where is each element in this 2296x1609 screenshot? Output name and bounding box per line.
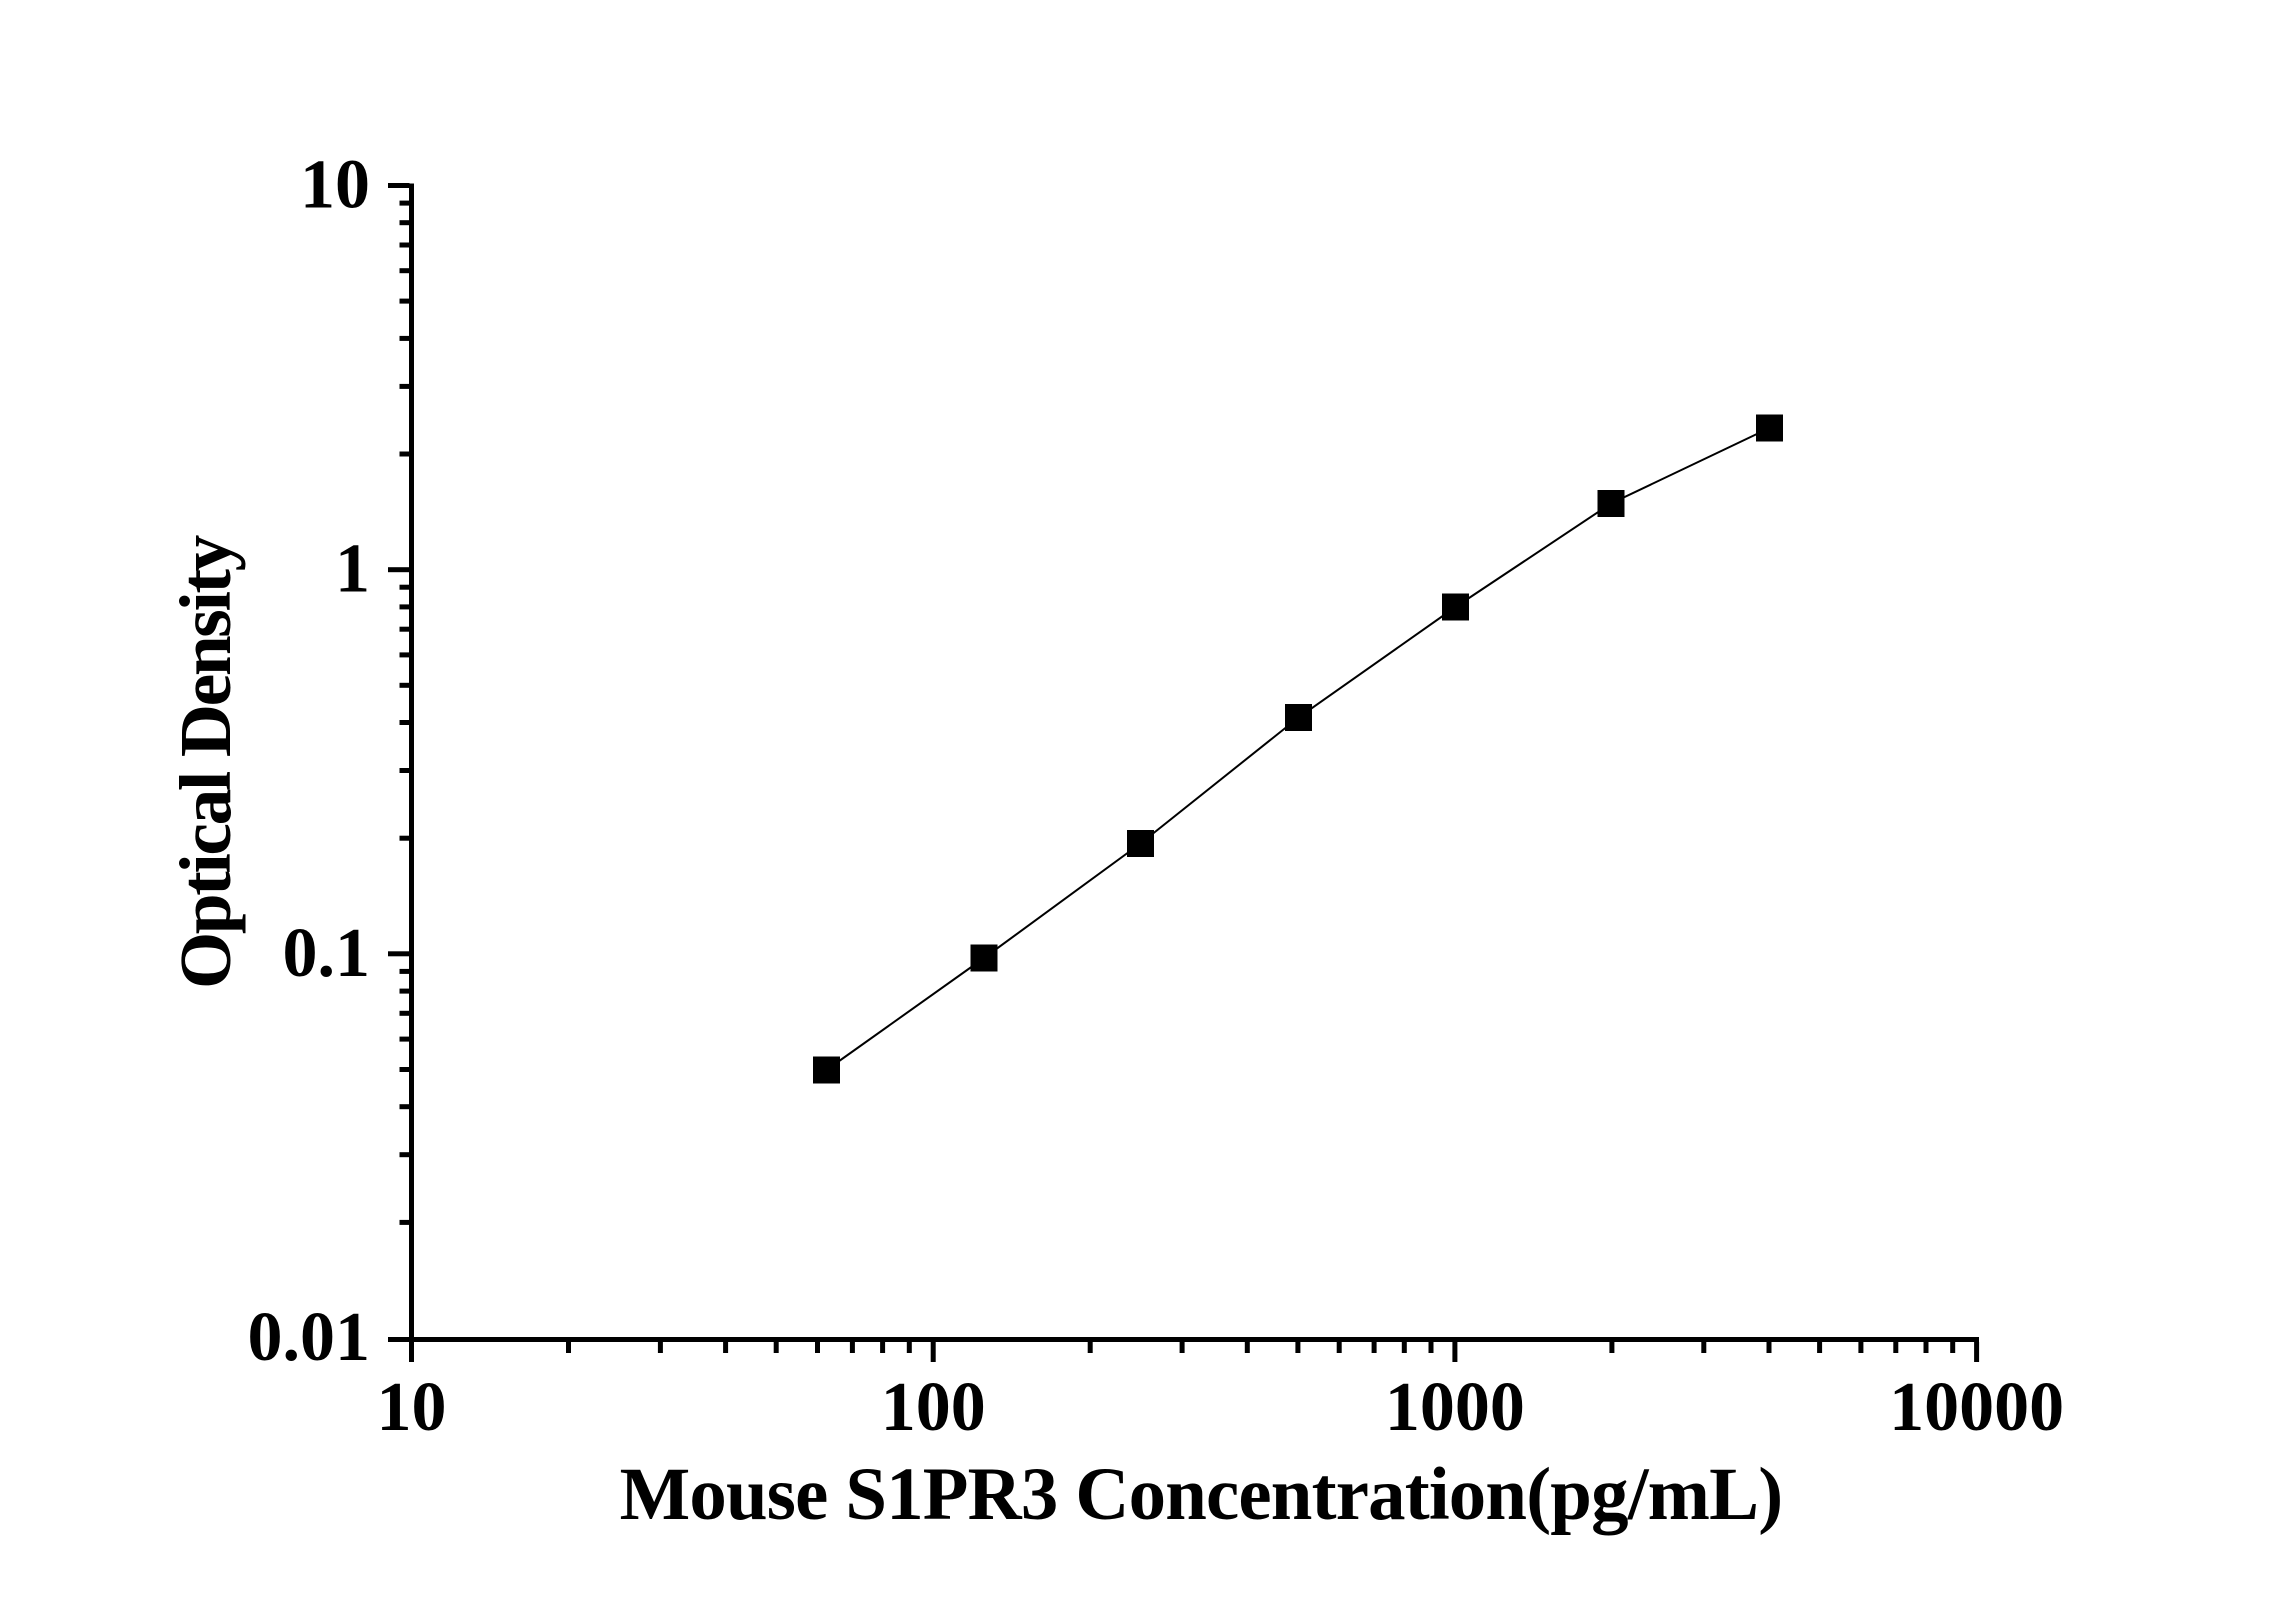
svg-text:Mouse S1PR3 Concentration(pg/m: Mouse S1PR3 Concentration(pg/mL)	[620, 1453, 1783, 1536]
svg-text:10000: 10000	[1889, 1369, 2064, 1446]
svg-text:10: 10	[300, 147, 370, 224]
svg-text:100: 100	[881, 1369, 986, 1446]
svg-text:1: 1	[335, 531, 370, 608]
svg-text:10: 10	[377, 1369, 447, 1446]
svg-text:1000: 1000	[1385, 1369, 1525, 1446]
svg-text:0.01: 0.01	[248, 1299, 371, 1376]
svg-text:0.1: 0.1	[283, 915, 371, 992]
svg-text:Optical Density: Optical Density	[165, 534, 246, 989]
